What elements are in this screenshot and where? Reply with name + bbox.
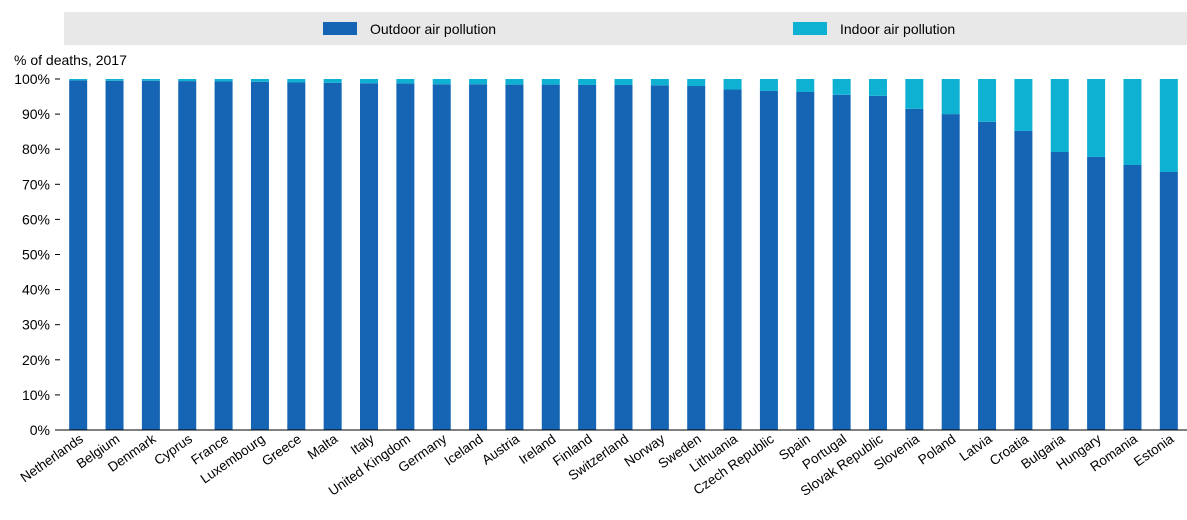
bar-indoor bbox=[832, 79, 851, 95]
bar-outdoor bbox=[287, 82, 306, 430]
bar-indoor bbox=[578, 79, 597, 85]
y-tick-label: 90% bbox=[22, 106, 50, 122]
bar-outdoor bbox=[796, 91, 815, 430]
y-tick-label: 100% bbox=[14, 71, 50, 87]
bar-outdoor bbox=[978, 121, 997, 431]
bar-outdoor bbox=[578, 84, 597, 430]
y-axis-label: % of deaths, 2017 bbox=[14, 52, 127, 68]
bar-indoor bbox=[1123, 79, 1142, 165]
bar-outdoor bbox=[1087, 156, 1106, 430]
bar-indoor bbox=[323, 79, 342, 83]
y-tick-label: 50% bbox=[22, 247, 50, 263]
legend-item-indoor: Indoor air pollution bbox=[793, 12, 955, 45]
y-tick-label: 60% bbox=[22, 211, 50, 227]
bar-indoor bbox=[505, 79, 524, 85]
x-tick-label: Greece bbox=[259, 431, 304, 469]
bar-outdoor bbox=[178, 81, 197, 430]
bar-indoor bbox=[978, 79, 997, 122]
bar-indoor bbox=[796, 79, 815, 92]
bar-indoor bbox=[941, 79, 960, 115]
bar-indoor bbox=[69, 79, 88, 81]
bar-outdoor bbox=[469, 84, 488, 430]
y-tick-label: 0% bbox=[30, 422, 50, 438]
bar-indoor bbox=[1159, 79, 1178, 173]
bar-outdoor bbox=[432, 84, 451, 430]
bar-outdoor bbox=[323, 82, 342, 431]
legend-item-outdoor: Outdoor air pollution bbox=[323, 12, 496, 45]
bar-indoor bbox=[1087, 79, 1106, 157]
bar-indoor bbox=[723, 79, 742, 90]
bar-indoor bbox=[650, 79, 669, 86]
bar-outdoor bbox=[505, 84, 524, 430]
bar-outdoor bbox=[941, 114, 960, 430]
bar-indoor bbox=[250, 79, 269, 82]
x-tick-label: Austria bbox=[479, 431, 522, 468]
bar-indoor bbox=[687, 79, 706, 87]
bar-indoor bbox=[868, 79, 887, 96]
bar-outdoor bbox=[396, 83, 415, 431]
x-tick-label: Iceland bbox=[442, 431, 486, 468]
bar-indoor bbox=[141, 79, 160, 81]
bar-outdoor bbox=[360, 83, 379, 430]
bar-outdoor bbox=[1123, 164, 1142, 430]
bar-series bbox=[69, 79, 1178, 431]
y-tick-label: 20% bbox=[22, 352, 50, 368]
bar-outdoor bbox=[69, 80, 88, 431]
x-axis: NetherlandsBelgiumDenmarkCyprusFranceLux… bbox=[18, 431, 1177, 499]
bar-outdoor bbox=[905, 108, 924, 431]
y-tick-label: 40% bbox=[22, 282, 50, 298]
bar-outdoor bbox=[1159, 172, 1178, 430]
bar-outdoor bbox=[832, 94, 851, 431]
bar-indoor bbox=[1050, 79, 1069, 153]
x-tick-label: Poland bbox=[915, 431, 958, 467]
x-tick-label: Cyprus bbox=[151, 431, 195, 468]
bar-indoor bbox=[469, 79, 488, 85]
y-tick-label: 30% bbox=[22, 317, 50, 333]
bar-outdoor bbox=[250, 81, 269, 431]
legend-label-indoor: Indoor air pollution bbox=[840, 20, 956, 37]
chart-legend: Outdoor air pollution Indoor air polluti… bbox=[64, 12, 1187, 45]
y-tick-label: 70% bbox=[22, 176, 50, 192]
bar-outdoor bbox=[687, 86, 706, 431]
x-tick-label: Estonia bbox=[1131, 431, 1177, 469]
bar-outdoor bbox=[105, 80, 124, 430]
bar-outdoor bbox=[1050, 152, 1069, 430]
legend-swatch-indoor bbox=[793, 22, 827, 35]
bar-indoor bbox=[178, 79, 197, 82]
bar-indoor bbox=[360, 79, 379, 84]
x-tick-label: Malta bbox=[305, 431, 341, 463]
bar-indoor bbox=[396, 79, 415, 84]
y-axis: 0% 10% 20% 30% 40% 50% 60% 70% 80% 90% 100% bbox=[14, 71, 60, 438]
x-tick-label: Ireland bbox=[516, 431, 558, 467]
bar-outdoor bbox=[141, 80, 160, 430]
legend-label-outdoor: Outdoor air pollution bbox=[370, 20, 497, 37]
bar-indoor bbox=[1014, 79, 1033, 131]
legend-swatch-outdoor bbox=[323, 22, 357, 35]
bar-indoor bbox=[614, 79, 633, 85]
bar-outdoor bbox=[214, 81, 233, 430]
bar-outdoor bbox=[614, 84, 633, 430]
bar-outdoor bbox=[650, 85, 669, 431]
bar-indoor bbox=[759, 79, 778, 91]
bar-indoor bbox=[432, 79, 451, 85]
bar-indoor bbox=[905, 79, 924, 109]
bar-outdoor bbox=[1014, 130, 1033, 430]
y-tick-label: 10% bbox=[22, 387, 50, 403]
bar-indoor bbox=[287, 79, 306, 83]
bar-outdoor bbox=[723, 89, 742, 430]
bar-indoor bbox=[214, 79, 233, 82]
bar-indoor bbox=[105, 79, 124, 81]
y-tick-label: 80% bbox=[22, 141, 50, 157]
bar-outdoor bbox=[868, 95, 887, 431]
bar-outdoor bbox=[541, 84, 560, 430]
bar-outdoor bbox=[759, 90, 778, 431]
bar-indoor bbox=[541, 79, 560, 85]
